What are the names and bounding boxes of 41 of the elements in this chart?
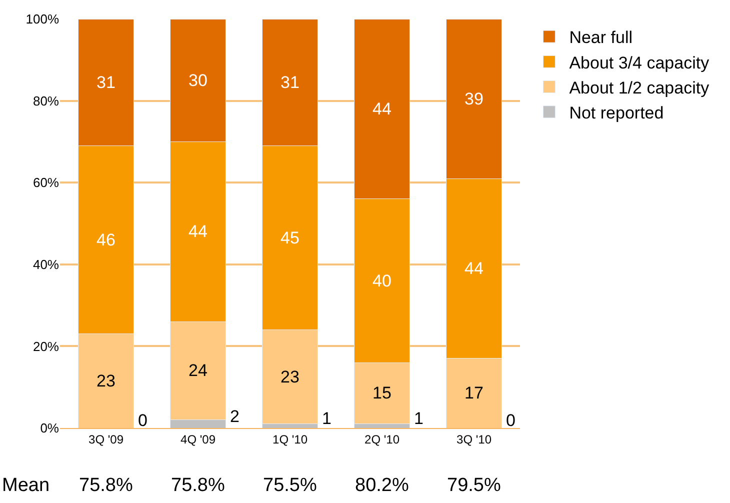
annotation: 0 xyxy=(506,411,516,430)
data-label: 23 xyxy=(96,371,116,390)
data-label: 45 xyxy=(280,228,300,248)
x-tick-label: 3Q '09 xyxy=(88,432,124,446)
y-tick-label: 60% xyxy=(32,175,60,190)
text: Mean xyxy=(2,475,50,496)
data-label: 46 xyxy=(96,230,116,250)
y-tick-label: 20% xyxy=(32,338,60,354)
data-label: 23 xyxy=(280,367,300,386)
y-tick-label: 0% xyxy=(40,420,60,436)
data-label: 44 xyxy=(464,258,484,278)
data-label: 15 xyxy=(372,384,392,403)
legend-label: Near full xyxy=(569,28,633,48)
y-tick-label: 80% xyxy=(32,93,60,108)
x-tick-label: 2Q '10 xyxy=(364,432,400,446)
text: 75.8% xyxy=(79,475,133,496)
data-label: 40 xyxy=(372,271,392,290)
y-tick-label: 40% xyxy=(32,256,60,272)
text: 75.8% xyxy=(171,475,225,496)
legend-label: About 3/4 capacity xyxy=(569,53,710,72)
text: 75.5% xyxy=(263,475,317,496)
data-label: 44 xyxy=(372,99,392,118)
x-tick-label: 4Q '09 xyxy=(180,432,216,446)
data-label: 44 xyxy=(188,222,208,242)
text: 79.5% xyxy=(447,475,501,496)
annotation: 0 xyxy=(138,411,148,430)
data-label: 39 xyxy=(464,89,484,108)
data-label: 31 xyxy=(96,72,116,92)
data-label: 31 xyxy=(280,72,300,92)
legend-label: About 1/2 capacity xyxy=(569,78,710,98)
data-label: 2 xyxy=(230,407,240,426)
legend-label: Not reported xyxy=(569,103,664,122)
data-label: 24 xyxy=(188,361,208,380)
x-tick-label: 3Q '10 xyxy=(456,432,492,446)
y-tick-label: 100% xyxy=(26,12,60,27)
text: 80.2% xyxy=(355,475,409,496)
data-label: 1 xyxy=(414,409,424,428)
x-tick-label: 1Q '10 xyxy=(272,432,308,446)
data-label: 1 xyxy=(322,409,332,428)
data-label: 17 xyxy=(464,384,484,403)
data-label: 30 xyxy=(188,70,208,90)
